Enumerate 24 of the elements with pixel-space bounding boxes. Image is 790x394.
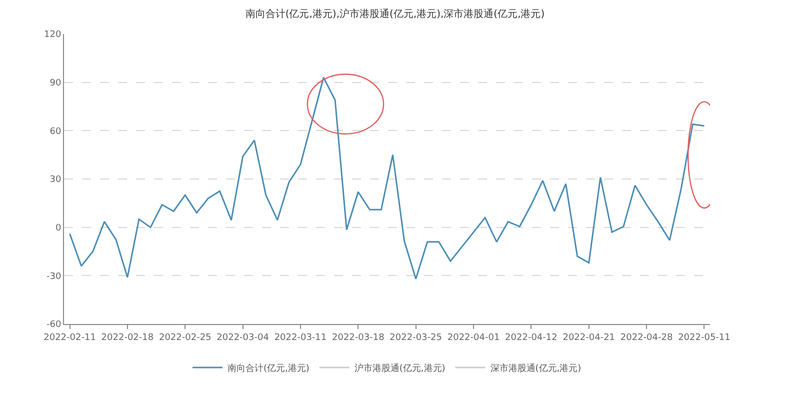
x-tick-label: 2022-04-01	[447, 332, 500, 343]
line-series	[69, 76, 705, 280]
legend-label: 沪市港股通(亿元,港元)	[354, 363, 446, 374]
x-tick-label: 2022-02-18	[101, 332, 154, 343]
x-tick-label: 2022-03-11	[274, 332, 327, 343]
y-tick-label: 90	[50, 78, 62, 88]
x-tick-label: 2022-02-11	[44, 332, 96, 343]
x-tick-label: 2022-05-11	[678, 332, 730, 343]
x-tick-label: 2022-03-04	[216, 332, 270, 343]
x-tick-label: 2022-04-21	[562, 332, 616, 343]
x-tick-label: 2022-04-12	[505, 332, 558, 343]
x-tick-label: 2022-03-25	[390, 332, 442, 343]
y-tick-label: 0	[55, 223, 62, 234]
y-tick-label: 60	[50, 126, 62, 137]
legend-label: 深市港股通(亿元,港元)	[490, 363, 582, 374]
x-tick-label: 2022-03-18	[332, 332, 385, 343]
y-tick-label: -60	[46, 320, 62, 330]
legend-label: 南向合计(亿元,港元)	[228, 363, 310, 374]
chart-title: 南向合计(亿元,港元),沪市港股通(亿元,港元),深市港股通(亿元,港元)	[245, 8, 545, 20]
x-tick-label: 2022-02-25	[158, 332, 212, 343]
y-tick-label: -30	[46, 272, 62, 282]
y-tick-label: 120	[44, 30, 62, 40]
x-tick-label: 2022-04-28	[620, 332, 673, 343]
y-tick-label: 30	[50, 175, 62, 186]
